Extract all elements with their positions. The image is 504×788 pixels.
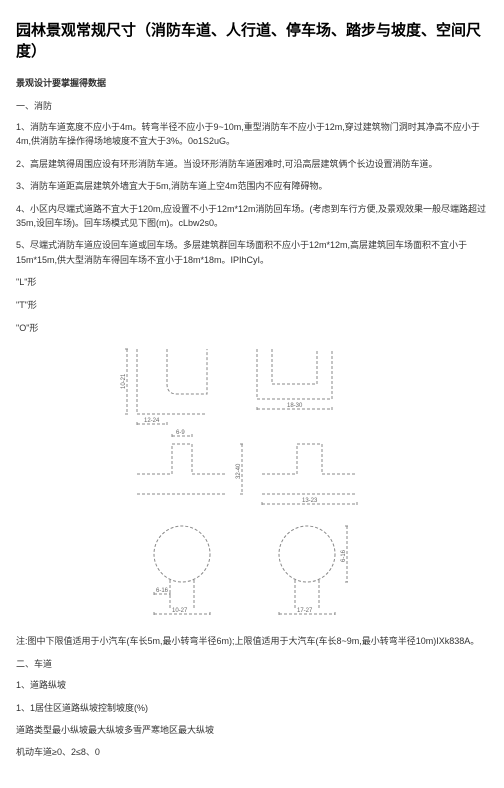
- para-2-1-3: 机动车道≥0、2≤8、0: [16, 745, 488, 759]
- shape-t: "T"形: [16, 298, 488, 311]
- para-2: 2、高层建筑得周围应设有环形消防车道。当设环形消防车道困难时,可沿高层建筑俩个长…: [16, 157, 488, 171]
- shape-l: "L"形: [16, 275, 488, 288]
- section-2-head: 二、车道: [16, 657, 488, 670]
- diagram-note: 注:图中下限值适用于小汽车(车长5m,最小转弯半径6m);上限值适用于大汽车(车…: [16, 634, 488, 647]
- svg-text:6-9: 6-9: [176, 430, 185, 436]
- svg-text:32-40: 32-40: [236, 463, 242, 479]
- para-2-1: 1、道路纵坡: [16, 678, 488, 692]
- diagram-container: 12-24 10-21 18-30 32-40 6-9 13-23 6-16 10-27 6-1…: [16, 344, 488, 624]
- section-1-head: 一、消防: [16, 99, 488, 112]
- page-title: 园林景观常规尺寸（消防车道、人行道、停车场、踏步与坡度、空间尺度）: [16, 20, 488, 62]
- para-4: 4、小区内尽端式道路不宜大于120m,应设置不小于12m*12m消防回车场。(考…: [16, 202, 488, 231]
- svg-text:12-24: 12-24: [144, 418, 160, 424]
- svg-text:13-23: 13-23: [302, 498, 318, 504]
- svg-text:6-16: 6-16: [156, 588, 169, 594]
- shape-o: "O"形: [16, 321, 488, 334]
- svg-text:10-27: 10-27: [172, 608, 188, 614]
- para-2-1-2: 道路类型最小纵坡最大纵坡多雪严寒地区最大纵坡: [16, 723, 488, 737]
- svg-text:6-16: 6-16: [341, 549, 347, 562]
- turnaround-diagram: 12-24 10-21 18-30 32-40 6-9 13-23 6-16 10-27 6-1…: [112, 344, 392, 624]
- subtitle: 景观设计要掌握得数据: [16, 76, 488, 89]
- para-3: 3、消防车道距高层建筑外墙宜大于5m,消防车道上空4m范围内不应有障碍物。: [16, 179, 488, 193]
- para-1: 1、消防车道宽度不应小于4m。转弯半径不应小于9~10m,重型消防车不应小于12…: [16, 120, 488, 149]
- para-5: 5、尽端式消防车道应设回车道或回车场。多层建筑群回车场面积不应小于12m*12m…: [16, 238, 488, 267]
- svg-text:18-30: 18-30: [287, 403, 303, 409]
- svg-text:10-21: 10-21: [121, 373, 127, 389]
- svg-text:17-27: 17-27: [297, 608, 313, 614]
